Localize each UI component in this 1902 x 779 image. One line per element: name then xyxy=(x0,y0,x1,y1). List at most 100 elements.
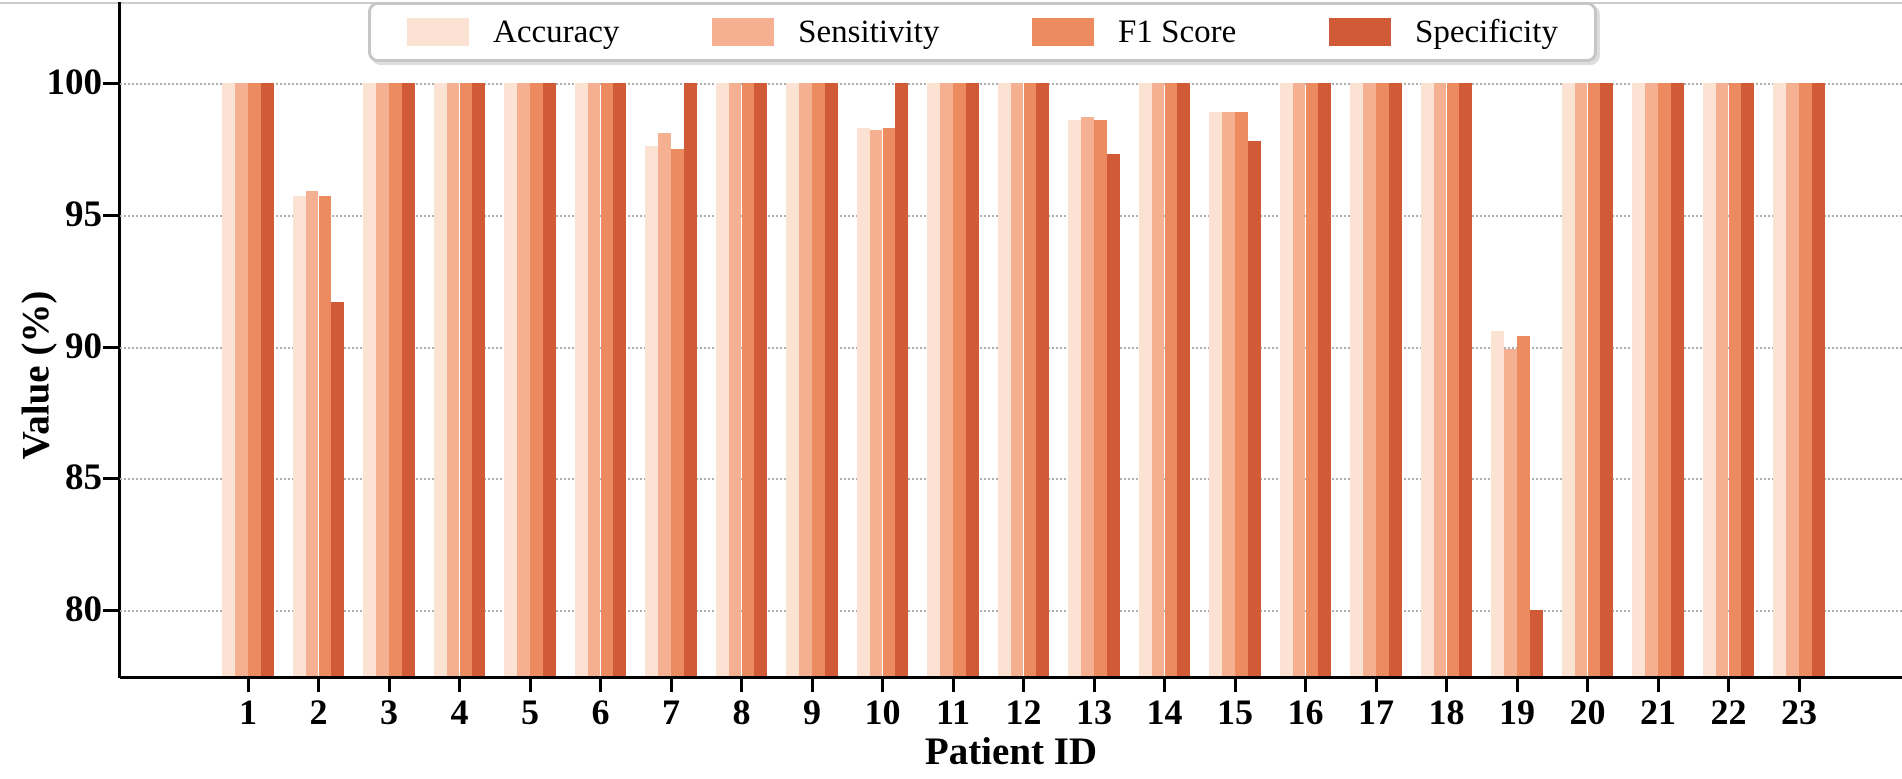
x-tick-label-11: 11 xyxy=(935,692,970,732)
legend-label: Specificity xyxy=(1415,13,1558,50)
y-axis-title: Value (%) xyxy=(14,290,58,460)
bar-patient16-sensitivity xyxy=(1292,83,1306,676)
bar-patient8-sensitivity xyxy=(728,83,742,676)
bar-patient2-f1-score xyxy=(318,196,332,676)
bar-patient20-sensitivity xyxy=(1574,83,1588,676)
bar-patient19-accuracy xyxy=(1491,330,1505,676)
x-tick-label-22: 22 xyxy=(1710,692,1747,732)
bar-patient7-specificity xyxy=(683,83,697,676)
bar-patient5-specificity xyxy=(542,83,556,676)
x-tick-label-19: 19 xyxy=(1499,692,1535,732)
x-tick-label-2: 2 xyxy=(309,692,328,732)
bar-patient9-accuracy xyxy=(786,83,800,676)
x-tick-label-12: 12 xyxy=(1005,692,1042,732)
bar-patient4-specificity xyxy=(472,83,486,676)
bar-patient23-specificity xyxy=(1811,83,1825,676)
x-tick-mark-20 xyxy=(1586,679,1589,692)
bar-patient3-specificity xyxy=(401,83,415,676)
bar-patient16-f1-score xyxy=(1305,83,1319,676)
legend-item-sensitivity: Sensitivity xyxy=(712,14,939,51)
accuracy-color-swatch xyxy=(407,18,469,46)
x-tick-mark-14 xyxy=(1163,679,1166,692)
bar-patient19-f1-score xyxy=(1517,336,1530,676)
legend-item-accuracy: Accuracy xyxy=(407,14,619,51)
x-tick-label-9: 9 xyxy=(803,692,821,732)
legend: Accuracy Sensitivity F1 Score Specificity xyxy=(368,2,1597,62)
bar-patient20-f1-score xyxy=(1587,83,1601,676)
bar-patient13-sensitivity xyxy=(1081,117,1094,676)
bar-patient5-accuracy xyxy=(504,83,518,676)
y-tick-label-90: 90 xyxy=(65,325,102,367)
legend-label: Sensitivity xyxy=(798,13,940,50)
bar-patient18-f1-score xyxy=(1446,83,1460,676)
legend-item-f1-score: F1 Score xyxy=(1032,14,1236,51)
bar-patient6-specificity xyxy=(613,83,627,676)
x-tick-mark-1 xyxy=(246,679,250,692)
bar-patient8-accuracy xyxy=(715,83,729,676)
bar-patient11-accuracy xyxy=(927,83,941,676)
x-tick-mark-6 xyxy=(599,679,602,692)
bar-patient4-sensitivity xyxy=(446,83,460,676)
bar-patient21-sensitivity xyxy=(1645,83,1658,676)
bar-patient8-f1-score xyxy=(741,83,755,676)
x-tick-mark-5 xyxy=(528,679,532,692)
x-tick-mark-12 xyxy=(1022,679,1025,692)
x-tick-mark-10 xyxy=(881,679,884,692)
y-axis-line xyxy=(118,2,121,678)
bar-patient19-specificity xyxy=(1529,610,1543,676)
bar-patient23-sensitivity xyxy=(1786,83,1799,676)
bar-patient21-accuracy xyxy=(1632,83,1646,676)
bar-patient2-accuracy xyxy=(292,196,306,676)
bar-patient21-f1-score xyxy=(1658,83,1671,676)
bar-patient6-sensitivity xyxy=(587,83,601,676)
bar-patient20-specificity xyxy=(1600,83,1614,676)
x-tick-mark-17 xyxy=(1374,679,1378,692)
bar-patient3-sensitivity xyxy=(376,83,389,676)
x-tick-mark-3 xyxy=(387,679,391,692)
bar-patient2-specificity xyxy=(331,301,345,676)
plot-area xyxy=(120,83,1902,679)
bar-patient17-sensitivity xyxy=(1363,83,1376,676)
f1-score-color-swatch xyxy=(1032,18,1095,46)
x-tick-mark-15 xyxy=(1233,679,1237,692)
bar-patient12-accuracy xyxy=(997,83,1011,676)
bar-patient17-specificity xyxy=(1388,83,1402,676)
x-tick-label-17: 17 xyxy=(1358,692,1394,732)
x-tick-mark-22 xyxy=(1727,679,1730,692)
x-tick-label-15: 15 xyxy=(1217,692,1253,732)
bar-patient12-f1-score xyxy=(1023,83,1037,676)
bar-patient20-accuracy xyxy=(1561,83,1575,676)
x-tick-mark-2 xyxy=(317,679,320,692)
bar-patient16-accuracy xyxy=(1279,83,1293,676)
bar-patient21-specificity xyxy=(1670,83,1684,676)
x-tick-label-10: 10 xyxy=(864,692,901,732)
bar-patient6-accuracy xyxy=(574,83,588,676)
bar-patient12-sensitivity xyxy=(1010,83,1024,676)
x-tick-mark-19 xyxy=(1515,679,1519,692)
y-tick-label-80: 80 xyxy=(65,589,102,631)
x-tick-mark-21 xyxy=(1656,679,1660,692)
bar-patient13-specificity xyxy=(1106,154,1120,676)
x-tick-mark-16 xyxy=(1304,679,1307,692)
x-tick-mark-11 xyxy=(951,679,955,692)
bar-patient14-f1-score xyxy=(1164,83,1178,676)
bar-patient11-f1-score xyxy=(953,83,966,676)
bar-patient9-f1-score xyxy=(812,83,825,676)
bar-patient16-specificity xyxy=(1318,83,1332,676)
y-tick-mark-85 xyxy=(103,477,119,481)
x-tick-label-8: 8 xyxy=(732,692,751,732)
bar-patient22-accuracy xyxy=(1702,83,1716,676)
bar-patient11-sensitivity xyxy=(940,83,953,676)
bar-patient1-accuracy xyxy=(222,83,236,676)
bar-patient15-specificity xyxy=(1247,140,1261,676)
bar-patient6-f1-score xyxy=(600,83,614,676)
bar-patient4-f1-score xyxy=(459,83,473,676)
x-tick-label-14: 14 xyxy=(1146,692,1183,732)
y-tick-mark-95 xyxy=(103,213,119,217)
bar-patient18-specificity xyxy=(1459,83,1473,676)
legend-label: Accuracy xyxy=(493,13,620,50)
y-tick-label-85: 85 xyxy=(65,457,102,499)
bar-patient17-f1-score xyxy=(1376,83,1389,676)
bar-patient5-f1-score xyxy=(530,83,543,676)
